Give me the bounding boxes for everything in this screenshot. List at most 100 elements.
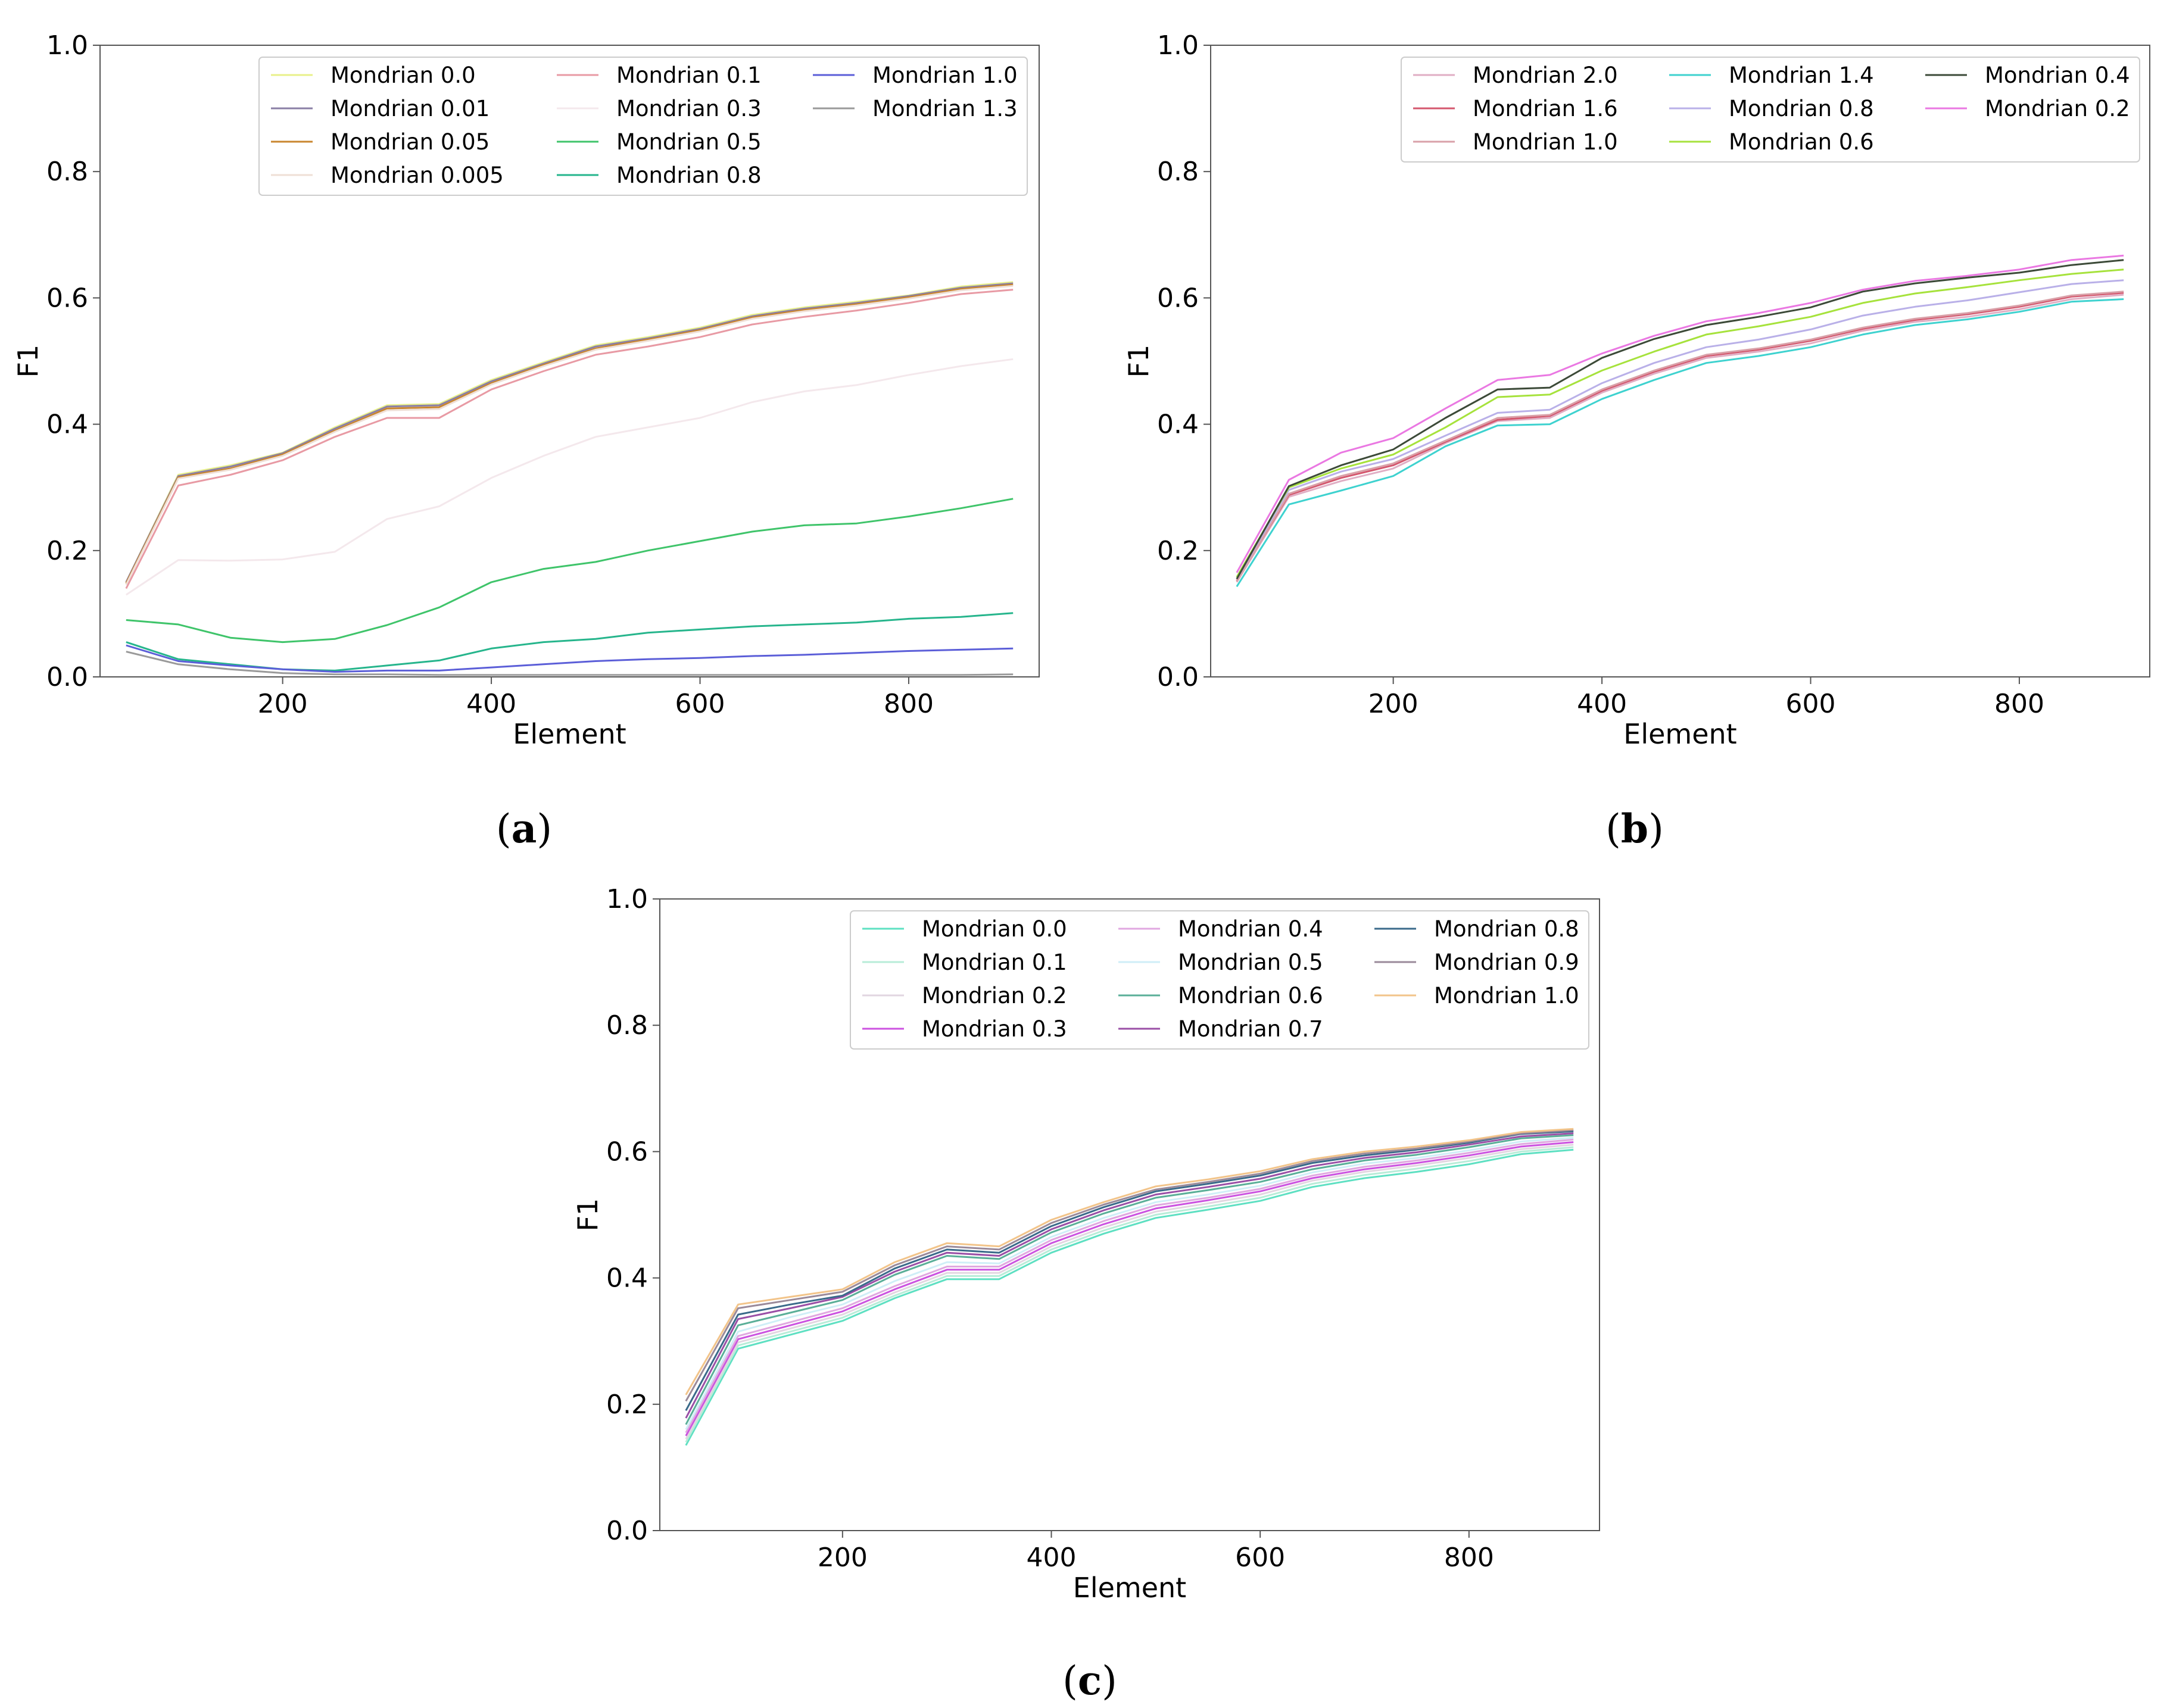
legend-entry: Mondrian 0.2 <box>1985 96 2130 121</box>
plot-frame <box>659 898 1600 1531</box>
legend-box <box>258 57 1028 196</box>
legend-entry: Mondrian 0.3 <box>922 1016 1067 1042</box>
legend-entry: Mondrian 2.0 <box>1473 63 1618 88</box>
y-tick-label: 0.8 <box>46 157 88 187</box>
x-axis-label: Element <box>1623 718 1736 750</box>
series-line <box>125 289 1014 589</box>
x-axis-label: Element <box>513 718 626 750</box>
legend-entry: Mondrian 0.5 <box>616 129 762 155</box>
chart-panel-b: 0.0 0.2 0.4 0.6 0.8 1.0 200 400 600 800 Element F1 M… <box>1123 30 2150 852</box>
series-line <box>125 358 1014 596</box>
x-tick-label: 400 <box>466 689 516 719</box>
series-line <box>685 1141 1574 1437</box>
y-tick-label: 0.0 <box>46 662 88 692</box>
legend-entry: Mondrian 0.2 <box>922 983 1067 1008</box>
x-tick-label: 400 <box>1027 1542 1077 1573</box>
series-line <box>125 281 1014 583</box>
legend-entry: Mondrian 0.8 <box>1434 916 1579 942</box>
panel-label: (a) <box>496 805 552 852</box>
y-tick-label: 1.0 <box>1157 30 1199 61</box>
x-tick-label: 600 <box>1786 689 1836 719</box>
series-line <box>685 1144 1574 1440</box>
legend-entry: Mondrian 0.0 <box>331 63 476 88</box>
y-tick-label: 0.8 <box>1157 157 1199 187</box>
legend-entry: Mondrian 0.1 <box>922 950 1067 975</box>
legend-entry: Mondrian 0.9 <box>1434 950 1579 975</box>
plot-frame <box>99 45 1040 677</box>
legend-entry: Mondrian 0.4 <box>1178 916 1323 942</box>
chart-panel-c: 0.0 0.2 0.4 0.6 0.8 1.0 200 400 600 800 Element F1 M… <box>572 884 1600 1704</box>
y-tick-label: 1.0 <box>46 30 88 61</box>
legend-entry: Mondrian 1.0 <box>872 63 1018 88</box>
legend-box <box>1401 57 2140 163</box>
y-tick-label: 0.2 <box>46 536 88 566</box>
series-line <box>126 651 1014 676</box>
series-line <box>125 282 1014 583</box>
y-tick-label: 0.4 <box>1157 410 1199 440</box>
legend-entry: Mondrian 1.0 <box>1473 129 1618 155</box>
series-line <box>1236 268 2124 578</box>
x-axis-label: Element <box>1073 1572 1186 1604</box>
legend-entry: Mondrian 0.6 <box>1178 983 1323 1008</box>
x-tick-label: 600 <box>675 689 725 719</box>
x-tick-label: 200 <box>818 1542 868 1573</box>
series-line <box>685 1148 1574 1446</box>
series-line <box>685 1128 1574 1395</box>
legend-entry: Mondrian 0.8 <box>616 163 762 188</box>
series-line <box>685 1136 1574 1430</box>
y-tick-label: 1.0 <box>606 884 648 914</box>
series-line <box>685 1129 1574 1402</box>
series-line <box>1236 279 2124 580</box>
chart-panel-a: 0.0 0.2 0.4 0.6 0.8 1.0 200 400 600 800 Element F1 M… <box>12 30 1040 852</box>
y-tick-label: 0.6 <box>1157 283 1199 313</box>
legend-entry: Mondrian 1.6 <box>1473 96 1618 121</box>
x-tick-label: 800 <box>884 689 934 719</box>
series-line <box>125 285 1014 585</box>
x-tick-label: 600 <box>1235 1542 1285 1573</box>
series-line <box>685 1146 1574 1443</box>
legend: Mondrian 2.0 Mondrian 1.6 Mondrian 1.0 Mond… <box>1401 57 2140 163</box>
series-line <box>1236 291 2124 582</box>
series-line <box>685 1134 1574 1425</box>
y-tick-label: 0.0 <box>606 1516 648 1546</box>
y-axis-label: F1 <box>572 1198 604 1232</box>
legend: Mondrian 0.0 Mondrian 0.1 Mondrian 0.2 Mond… <box>850 910 1589 1050</box>
legend-entry: Mondrian 0.4 <box>1985 63 2130 88</box>
x-tick-label: 200 <box>1368 689 1418 719</box>
y-tick-label: 0.2 <box>606 1389 648 1420</box>
y-tick-label: 0.0 <box>1157 662 1199 692</box>
y-tick-label: 0.8 <box>606 1010 648 1041</box>
series-line <box>685 1138 1574 1434</box>
y-tick-label: 0.4 <box>606 1263 648 1294</box>
legend-entry: Mondrian 0.6 <box>1729 129 1874 155</box>
panel-label: (c) <box>1062 1657 1117 1704</box>
legend-entry: Mondrian 0.01 <box>331 96 490 121</box>
x-tick-label: 400 <box>1577 689 1627 719</box>
y-tick-label: 0.6 <box>606 1136 648 1167</box>
series-line <box>1236 259 2124 580</box>
series-line <box>126 644 1014 673</box>
legend-entry: Mondrian 1.3 <box>872 96 1018 121</box>
legend-entry: Mondrian 0.3 <box>616 96 762 121</box>
legend-entry: Mondrian 0.5 <box>1178 950 1323 975</box>
plot-frame <box>1210 45 2150 677</box>
series-line <box>126 498 1014 644</box>
panel-label: (b) <box>1605 805 1664 852</box>
x-tick-label: 800 <box>1994 689 2044 719</box>
y-axis-label: F1 <box>12 345 44 378</box>
legend-entry: Mondrian 1.0 <box>1434 983 1579 1008</box>
legend-entry: Mondrian 1.4 <box>1729 63 1874 88</box>
series-line <box>685 1130 1574 1412</box>
y-tick-label: 0.2 <box>1157 536 1199 566</box>
x-tick-label: 200 <box>258 689 308 719</box>
series-line <box>1236 293 2124 583</box>
series-line <box>1236 298 2124 588</box>
y-tick-label: 0.4 <box>46 410 88 440</box>
y-tick-label: 0.6 <box>46 283 88 313</box>
series-line <box>685 1132 1574 1419</box>
legend-box <box>850 910 1589 1050</box>
legend-entry: Mondrian 0.0 <box>922 916 1067 942</box>
legend-entry: Mondrian 0.005 <box>331 163 504 188</box>
legend: Mondrian 0.0 Mondrian 0.01 Mondrian 0.05 Mo… <box>258 57 1028 196</box>
